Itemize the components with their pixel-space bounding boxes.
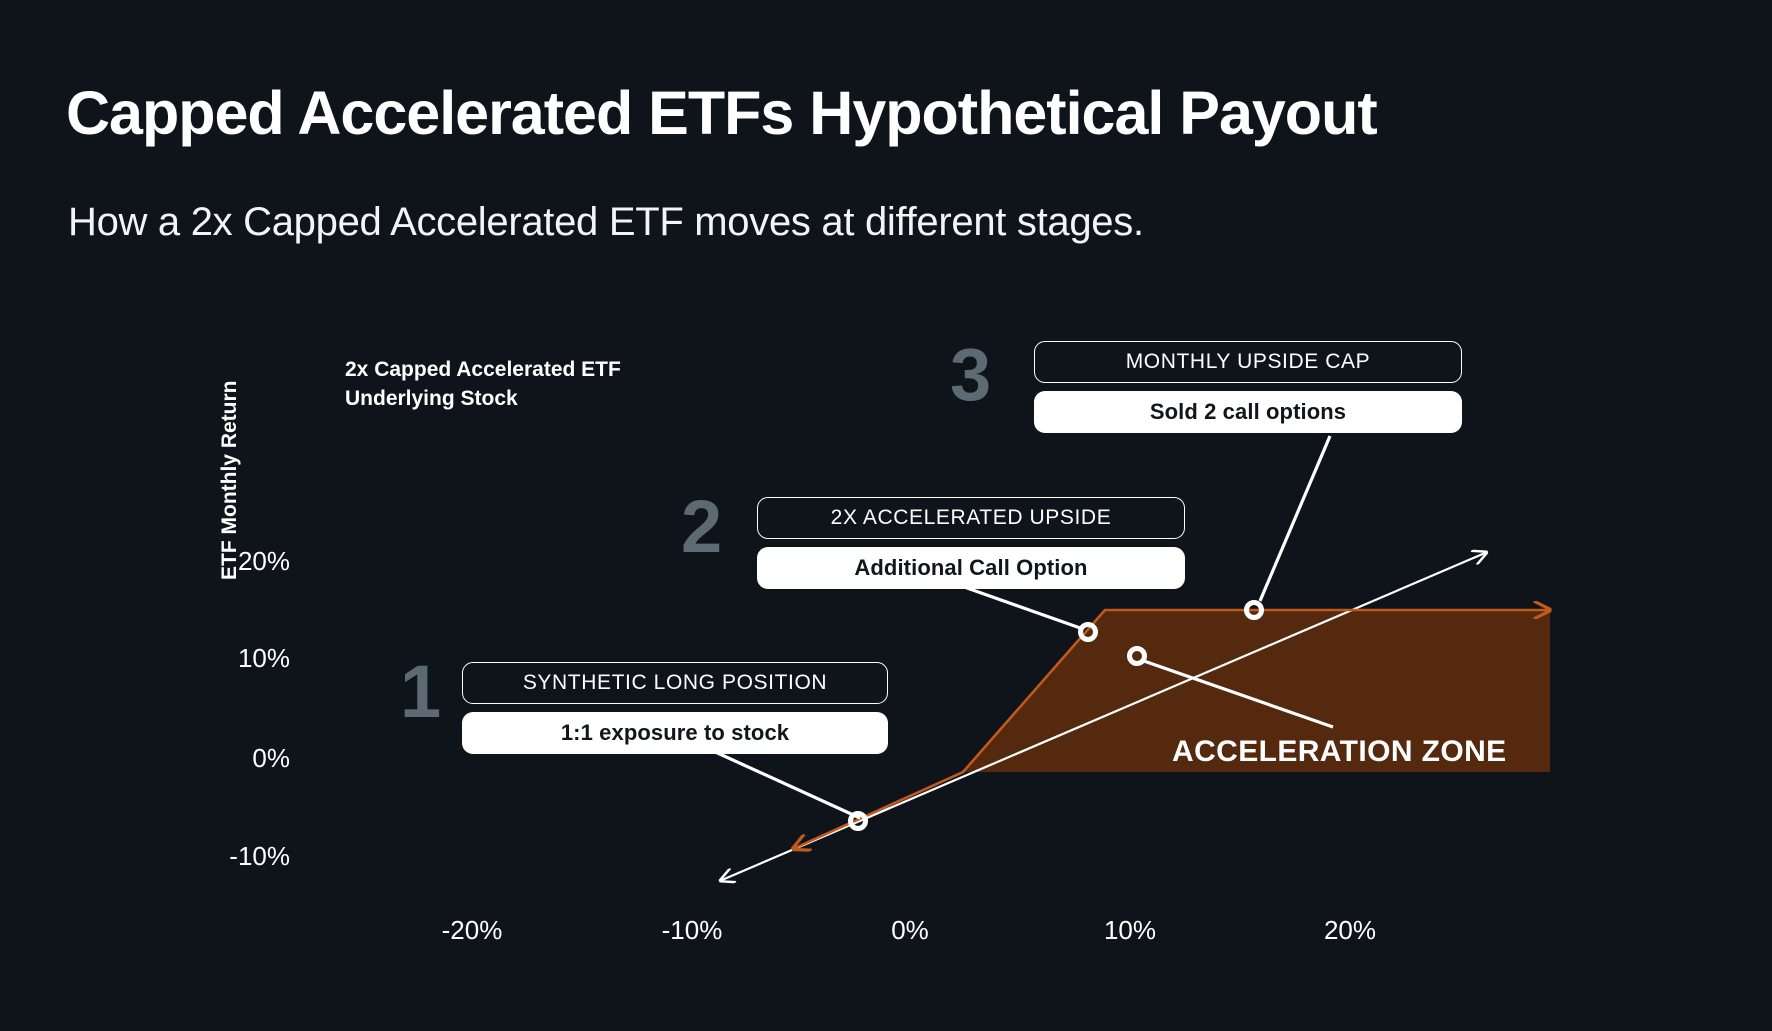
marker-point-3 bbox=[1244, 600, 1264, 620]
callout-1-detail-box[interactable]: 1:1 exposure to stock bbox=[462, 712, 888, 754]
y-tick-neg10: -10% bbox=[229, 841, 290, 871]
x-tick-neg10: -10% bbox=[661, 915, 723, 945]
callout-2-heading-box[interactable]: 2X ACCELERATED UPSIDE bbox=[757, 497, 1185, 539]
chart-legend: 2x Capped Accelerated ETF Underlying Sto… bbox=[345, 355, 621, 413]
marker-point-2 bbox=[1078, 622, 1098, 642]
callout-2-detail: Additional Call Option bbox=[854, 555, 1088, 580]
x-tick-neg20: -20% bbox=[441, 915, 503, 945]
leader-line-callout-3 bbox=[1258, 435, 1332, 602]
callout-3-detail: Sold 2 call options bbox=[1149, 399, 1347, 424]
callout-1-heading: SYNTHETIC LONG POSITION bbox=[522, 671, 828, 694]
callout-2-heading: 2X ACCELERATED UPSIDE bbox=[830, 506, 1112, 529]
callout-3-heading-box[interactable]: MONTHLY UPSIDE CAP bbox=[1034, 341, 1462, 383]
step-number-1: 1 bbox=[400, 650, 441, 733]
etf-payout-line bbox=[795, 610, 1548, 848]
callout-1-heading-box[interactable]: SYNTHETIC LONG POSITION bbox=[462, 662, 888, 704]
callout-2-detail-box[interactable]: Additional Call Option bbox=[757, 547, 1185, 589]
x-tick-20: 20% bbox=[1323, 915, 1377, 945]
y-tick-20: 20% bbox=[237, 546, 290, 576]
x-tick-10: 10% bbox=[1103, 915, 1157, 945]
callout-1-detail: 1:1 exposure to stock bbox=[560, 720, 790, 745]
page-subtitle: How a 2x Capped Accelerated ETF moves at… bbox=[68, 200, 1144, 244]
acceleration-zone-label: ACCELERATION ZONE bbox=[1172, 735, 1507, 768]
step-number-3: 3 bbox=[950, 333, 991, 416]
y-tick-10: 10% bbox=[237, 643, 290, 673]
legend-item-etf: 2x Capped Accelerated ETF bbox=[345, 358, 621, 381]
callout-3-heading: MONTHLY UPSIDE CAP bbox=[1125, 350, 1371, 373]
leader-line-callout-2 bbox=[952, 581, 1084, 631]
page-title: Capped Accelerated ETFs Hypothetical Pay… bbox=[66, 79, 1378, 147]
legend-item-stock: Underlying Stock bbox=[345, 387, 518, 410]
leader-line-acceleration-zone bbox=[1140, 658, 1334, 729]
x-tick-0: 0% bbox=[891, 915, 929, 945]
marker-point-zone bbox=[1127, 646, 1147, 666]
callout-3-detail-box[interactable]: Sold 2 call options bbox=[1034, 391, 1462, 433]
marker-point-1 bbox=[848, 811, 868, 831]
y-tick-0: 0% bbox=[252, 743, 290, 773]
step-number-2: 2 bbox=[681, 485, 722, 568]
